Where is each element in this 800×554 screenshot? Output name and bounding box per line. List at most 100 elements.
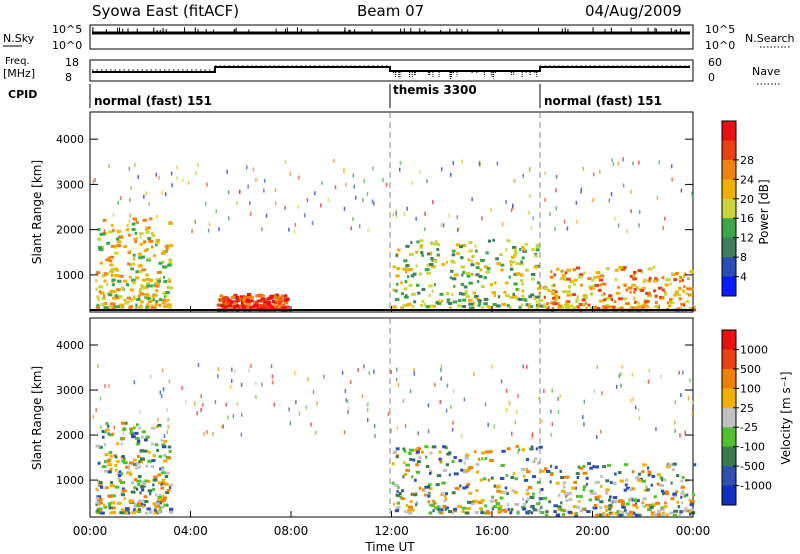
- scatter-cell: [135, 237, 138, 241]
- scatter-cell: [605, 267, 610, 271]
- scatter-cell: [156, 270, 162, 274]
- scatter-cell: [520, 505, 526, 509]
- scatter-cell: [109, 484, 115, 488]
- scatter-cell: [472, 291, 476, 295]
- scatter-cell: [543, 295, 546, 299]
- scatter-cell: [506, 447, 511, 451]
- scatter-cell: [424, 268, 430, 272]
- colorbar-tick-label: 20: [740, 193, 754, 206]
- scatter-cell: [499, 496, 504, 500]
- scatter-cell: [588, 498, 593, 502]
- scatter-cell: [522, 364, 524, 369]
- scatter-cell: [671, 177, 673, 182]
- scatter-cell: [578, 500, 581, 504]
- scatter-cell: [255, 294, 260, 298]
- scatter-cell: [512, 253, 517, 257]
- scatter-cell: [634, 513, 639, 517]
- scatter-cell: [599, 274, 605, 278]
- scatter-cell: [277, 306, 280, 310]
- scatter-cell: [662, 225, 665, 230]
- scatter-cell: [595, 497, 598, 501]
- scatter-cell: [268, 296, 274, 300]
- scatter-cell: [611, 511, 614, 515]
- scatter-cell: [504, 510, 508, 514]
- scatter-cell: [103, 469, 107, 473]
- scatter-cell: [314, 430, 317, 435]
- scatter-cell: [576, 476, 580, 480]
- nsearch-tick-bottom: 10^0: [705, 39, 735, 52]
- scatter-cell: [418, 456, 422, 460]
- 0-ytick-label: 2000: [56, 224, 84, 237]
- scatter-cell: [563, 219, 566, 224]
- scatter-cell: [274, 307, 279, 311]
- scatter-cell: [395, 214, 398, 219]
- scatter-cell: [167, 263, 172, 267]
- scatter-cell: [507, 503, 510, 507]
- scatter-cell: [470, 259, 473, 263]
- scatter-cell: [145, 230, 150, 234]
- scatter-cell: [185, 400, 187, 405]
- scatter-cell: [403, 211, 406, 216]
- scatter-cell: [215, 209, 218, 214]
- scatter-cell: [617, 223, 620, 228]
- scatter-cell: [464, 511, 470, 515]
- scatter-cell: [463, 285, 468, 289]
- scatter-cell: [352, 216, 354, 221]
- scatter-cell: [605, 488, 610, 492]
- scatter-cell: [116, 442, 120, 446]
- scatter-cell: [100, 425, 102, 430]
- scatter-cell: [111, 278, 116, 282]
- scatter-cell: [465, 295, 471, 299]
- scatter-cell: [435, 301, 439, 305]
- scatter-cell: [557, 409, 560, 414]
- scatter-cell: [98, 481, 103, 485]
- scatter-cell: [153, 254, 157, 258]
- scatter-cell: [415, 264, 418, 268]
- scatter-cell: [538, 445, 543, 449]
- scatter-cell: [646, 305, 650, 309]
- scatter-cell: [633, 296, 636, 300]
- scatter-cell: [424, 493, 429, 497]
- scatter-cell: [692, 493, 696, 497]
- scatter-cell: [111, 296, 117, 300]
- scatter-cell: [505, 474, 509, 478]
- scatter-cell: [600, 293, 605, 297]
- scatter-cell: [550, 301, 555, 305]
- scatter-cell: [652, 265, 656, 269]
- scatter-cell: [395, 208, 397, 213]
- scatter-cell: [161, 368, 164, 373]
- scatter-cell: [562, 485, 566, 489]
- scatter-cell: [582, 464, 586, 468]
- xtick-label: 16:00: [475, 524, 510, 538]
- scatter-cell: [271, 305, 274, 309]
- colorbar-tick-label: -1000: [740, 480, 772, 493]
- scatter-cell: [129, 197, 131, 202]
- scatter-cell: [624, 511, 629, 515]
- scatter-cell: [408, 505, 413, 509]
- scatter-cell: [421, 299, 425, 303]
- scatter-cell: [135, 303, 138, 307]
- scatter-cell: [613, 300, 617, 304]
- scatter-cell: [281, 298, 286, 302]
- scatter-cell: [436, 474, 442, 478]
- scatter-cell: [493, 484, 497, 488]
- scatter-cell: [594, 283, 600, 287]
- scatter-cell: [480, 259, 485, 263]
- scatter-cell: [622, 157, 624, 162]
- scatter-cell: [674, 400, 677, 405]
- scatter-cell: [661, 511, 665, 515]
- scatter-cell: [619, 306, 624, 310]
- scatter-cell: [274, 201, 277, 206]
- scatter-cell: [148, 299, 153, 303]
- scatter-cell: [441, 491, 445, 495]
- scatter-cell: [270, 304, 273, 308]
- scatter-cell: [683, 272, 687, 276]
- scatter-cell: [667, 304, 672, 308]
- scatter-cell: [466, 274, 471, 278]
- scatter-cell: [151, 459, 156, 463]
- scatter-cell: [512, 292, 516, 296]
- scatter-cell: [492, 505, 498, 509]
- scatter-cell: [555, 206, 558, 211]
- scatter-cell: [529, 447, 534, 451]
